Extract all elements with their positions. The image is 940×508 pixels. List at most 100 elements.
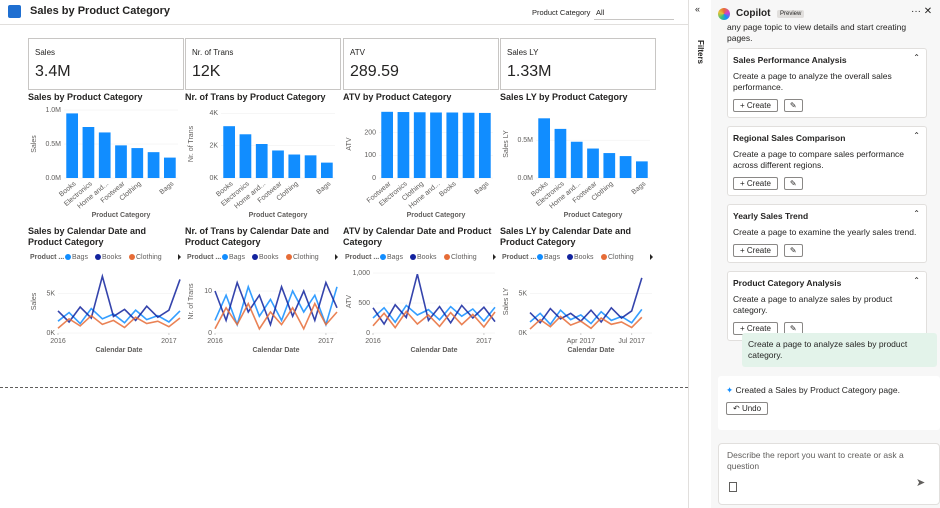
response-label: Created a Sales by Product Category page… — [735, 385, 900, 395]
legend-label: Bags — [72, 254, 88, 261]
y-axis-label: Sales — [31, 135, 38, 153]
y-tick-label: 0.5M — [517, 137, 533, 144]
legend-swatch — [252, 254, 258, 260]
undo-button[interactable]: ↶ Undo — [726, 402, 769, 415]
bar — [538, 118, 551, 178]
legend-label: Clothing — [136, 254, 162, 261]
edit-button[interactable]: ✎ — [783, 99, 803, 112]
bar — [619, 156, 632, 178]
create-button[interactable]: + Create — [733, 177, 778, 190]
kpi-label: ATV — [350, 48, 365, 57]
filters-pane[interactable]: « Filters — [688, 0, 712, 508]
y-tick-label: 0K — [46, 330, 55, 337]
legend-swatch — [380, 254, 386, 260]
series-line — [214, 284, 338, 328]
suggestion-description: Create a page to analyze the overall sal… — [733, 71, 892, 92]
collapse-chevron[interactable]: ⌃ — [913, 53, 920, 62]
suggestion-card: Sales Performance Analysis ⌃ Create a page… — [727, 48, 927, 118]
create-button[interactable]: + Create — [733, 244, 778, 257]
y-axis-label: Sales LY — [503, 130, 510, 158]
collapse-chevron[interactable]: ⌃ — [913, 276, 920, 285]
bar — [131, 148, 144, 178]
bar — [223, 126, 236, 178]
more-menu[interactable]: ··· ✕ — [911, 6, 933, 17]
x-tick-label: 2017 — [476, 338, 492, 345]
y-tick-label: 2K — [209, 142, 218, 149]
create-label: Create — [746, 179, 771, 188]
kpi-value: 289.59 — [350, 63, 399, 80]
x-tick-label: Bags — [316, 180, 333, 196]
undo-label: Undo — [741, 404, 762, 413]
response-text: ✦ Created a Sales by Product Category pa… — [726, 385, 900, 395]
intro-text: any page topic to view details and start… — [727, 22, 907, 43]
bar — [66, 113, 79, 178]
bar — [570, 141, 583, 178]
bar — [587, 148, 599, 178]
series-line — [57, 314, 181, 329]
kpi-card: ATV 289.59 — [343, 38, 499, 90]
page-break — [0, 387, 688, 388]
x-tick-label: Jul 2017 — [618, 338, 645, 345]
button-row: + Create ✎ — [733, 93, 921, 112]
legend-swatch — [65, 254, 71, 260]
legend-label: Books — [417, 254, 437, 261]
y-tick-label: 1,000 — [352, 270, 370, 277]
y-tick-label: 0 — [208, 330, 212, 337]
suggestion-card: Product Category Analysis ⌃ Create a page … — [727, 271, 927, 341]
legend-swatch — [129, 254, 135, 260]
y-tick-label: 0.0M — [517, 175, 533, 182]
bar — [603, 153, 616, 178]
legend-arrow — [650, 254, 653, 260]
y-tick-label: 0 — [366, 330, 370, 337]
series-line — [529, 315, 643, 330]
button-row: + Create ✎ — [733, 316, 921, 335]
series-line — [57, 273, 181, 324]
attach-icon[interactable] — [729, 482, 737, 492]
bar — [397, 112, 410, 178]
bar — [462, 112, 475, 178]
y-tick-label: 100 — [364, 152, 376, 159]
series-line — [372, 310, 496, 329]
legend-label: Books — [259, 254, 279, 261]
filters-label: Filters — [696, 40, 705, 65]
suggestion-description: Create a page to analyze sales by produc… — [733, 294, 893, 315]
report-title: Sales by Product Category — [30, 5, 170, 17]
kpi-value: 12K — [192, 63, 221, 80]
collapse-icon[interactable]: « — [695, 4, 701, 14]
kpi-value: 3.4M — [35, 63, 71, 80]
legend-swatch — [95, 254, 101, 260]
preview-badge: Preview — [777, 10, 805, 18]
legend-swatch — [567, 254, 573, 260]
chart-title: Sales by Product Category — [28, 92, 143, 102]
x-axis-label: Product Category — [92, 212, 151, 219]
chart-title: Nr. of Trans by Calendar Date and Produc… — [185, 226, 330, 247]
create-button[interactable]: + Create — [733, 99, 778, 112]
chart-title: Sales by Calendar Date and Product Categ… — [28, 226, 147, 247]
suggestion-card: Regional Sales Comparison ⌃ Create a page … — [727, 126, 927, 196]
kpi-card: Sales LY 1.33M — [500, 38, 656, 90]
bar — [82, 127, 95, 178]
collapse-chevron[interactable]: ⌃ — [913, 131, 920, 140]
series-line — [529, 277, 643, 324]
series-line — [529, 308, 643, 326]
bar — [98, 132, 111, 178]
x-tick-label: 2017 — [161, 338, 177, 345]
kpi-card: Sales 3.4M — [28, 38, 184, 90]
send-icon[interactable]: ➤ — [916, 477, 926, 489]
filter-dropdown[interactable]: All — [594, 6, 674, 20]
edit-button[interactable]: ✎ — [783, 177, 803, 190]
chart-title: Sales LY by Product Category — [500, 92, 628, 102]
edit-button[interactable]: ✎ — [783, 244, 803, 257]
legend-title: Product ... — [502, 254, 536, 261]
create-label: Create — [746, 101, 771, 110]
filter-label: Product Category — [532, 8, 591, 17]
x-tick-label: Bags — [474, 180, 491, 196]
collapse-chevron[interactable]: ⌃ — [913, 209, 920, 218]
bar — [554, 128, 567, 178]
chart-title: ATV by Calendar Date and Product Categor… — [343, 226, 492, 247]
bar — [413, 112, 426, 178]
legend-swatch — [286, 254, 292, 260]
chat-input[interactable]: Describe the report you want to create o… — [718, 443, 940, 505]
chart-title: ATV by Product Category — [343, 92, 452, 102]
